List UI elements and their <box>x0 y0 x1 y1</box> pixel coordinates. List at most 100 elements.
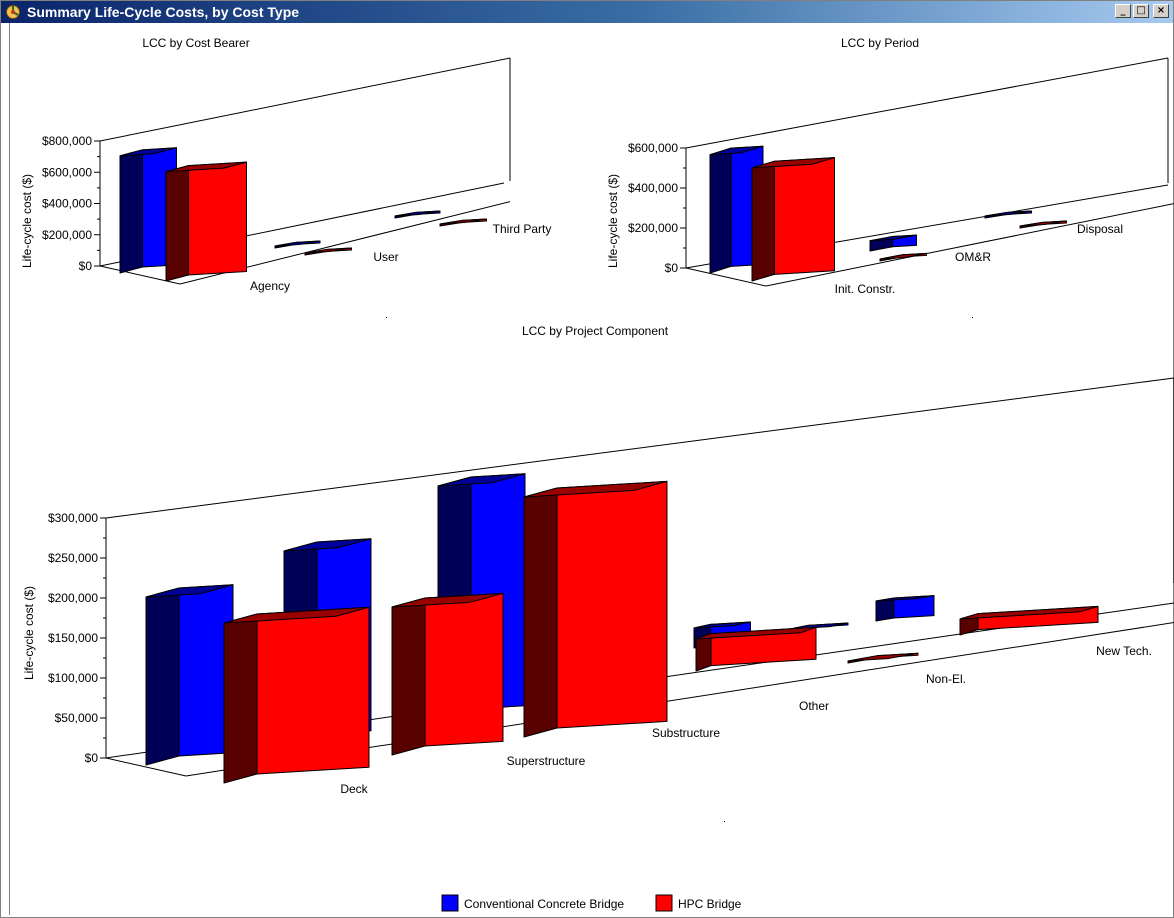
bar-hpc-2 <box>439 218 487 227</box>
bar-side <box>751 160 775 282</box>
legend: Conventional Concrete Bridge HPC Bridge <box>441 894 742 912</box>
maximize-button[interactable]: □ <box>1133 4 1149 18</box>
window-title: Summary Life-Cycle Costs, by Cost Type <box>27 4 300 20</box>
x-tick-label: Third Party <box>493 222 552 236</box>
x-tick-label: Disposal <box>1077 222 1123 236</box>
x-tick-label: Substructure <box>652 726 720 740</box>
x-tick-label: User <box>373 250 398 264</box>
bar-top <box>523 480 668 498</box>
bar-side <box>709 147 732 274</box>
bar-top <box>959 605 1099 620</box>
x-tick-label: OM&R <box>955 250 991 264</box>
bar-hpc-1 <box>304 247 352 256</box>
bar-top <box>439 218 487 225</box>
x-tick-label: Superstructure <box>507 754 586 768</box>
y-tick-label: $400,000 <box>42 197 92 211</box>
bar-top <box>165 161 247 173</box>
y-tick-label: $200,000 <box>48 591 98 605</box>
bar-side <box>145 587 180 766</box>
bar-top <box>751 157 835 169</box>
floor-front-edge <box>105 757 187 777</box>
legend-swatch <box>655 894 673 912</box>
window-controls: _ □ × <box>1113 4 1169 18</box>
bar-top <box>274 240 321 247</box>
bar-top <box>869 234 917 242</box>
y-tick-label: $200,000 <box>628 221 678 235</box>
bar-hpc-1 <box>391 592 504 756</box>
bar-top <box>693 621 751 629</box>
chart-2 <box>680 57 1174 287</box>
bar-front <box>556 480 668 729</box>
bar-conventional-1 <box>274 240 321 249</box>
chart-area: LCC by Cost Bearer Life-cycle cost ($) $0 $… <box>9 23 1174 915</box>
x-tick-label: Deck <box>340 782 368 796</box>
bar-hpc-1 <box>879 252 927 262</box>
chart-title: LCC by Project Component <box>522 324 669 338</box>
bar-top <box>145 584 234 598</box>
wall-top-edge <box>685 57 1169 149</box>
y-tick-label: $600,000 <box>628 141 678 155</box>
y-tick-label: $0 <box>665 261 679 275</box>
bar-front <box>256 606 370 775</box>
bar-front <box>424 592 504 747</box>
chart-1 <box>94 57 511 285</box>
y-axis-label: Life-cycle cost ($) <box>606 174 620 268</box>
bar-front <box>774 157 835 275</box>
bar-top <box>394 210 441 217</box>
bar-side <box>119 149 143 274</box>
marker-dot <box>724 821 725 822</box>
y-tick-label: $150,000 <box>48 631 98 645</box>
y-axis-label: Life-cycle cost ($) <box>20 174 34 268</box>
title-bar[interactable]: Summary Life-Cycle Costs, by Cost Type _… <box>1 1 1173 23</box>
y-tick-label: $200,000 <box>42 228 92 242</box>
x-tick-label: Agency <box>250 279 290 293</box>
bar-top <box>283 538 372 552</box>
wall-top-edge <box>105 377 1174 519</box>
floor-front-long <box>765 203 1174 287</box>
y-tick-label: $250,000 <box>48 551 98 565</box>
y-tick-label: $400,000 <box>628 181 678 195</box>
y-tick-label: $0 <box>85 751 99 765</box>
x-tick-label: Other <box>799 699 829 713</box>
legend-label: HPC Bridge <box>678 897 742 911</box>
legend-swatch <box>441 894 459 912</box>
bar-top <box>391 592 504 608</box>
bar-top <box>847 652 919 662</box>
bar-top <box>984 210 1032 217</box>
marker-dot <box>972 317 973 318</box>
y-axis-label: Life-cycle cost ($) <box>22 586 36 680</box>
y-tick-label: $300,000 <box>48 511 98 525</box>
bar-conventional-5 <box>875 595 935 622</box>
bar-top <box>709 145 764 156</box>
y-tick-label: $800,000 <box>42 134 92 148</box>
y-tick-label: $0 <box>79 259 93 273</box>
y-tick-label: $50,000 <box>55 711 99 725</box>
bar-top <box>879 252 927 260</box>
bar-conventional-1 <box>869 234 917 252</box>
floor-front-edge <box>685 267 767 287</box>
x-tick-label: Init. Constr. <box>835 282 896 296</box>
app-icon <box>6 5 20 19</box>
bar-top <box>695 626 817 640</box>
bar-hpc-2 <box>523 480 668 738</box>
y-tick-label: $600,000 <box>42 165 92 179</box>
x-tick-label: New Tech. <box>1096 644 1152 658</box>
bar-conventional-2 <box>394 210 441 219</box>
bar-top <box>119 147 177 157</box>
wall-top-edge <box>99 57 511 142</box>
bar-side <box>165 165 189 282</box>
bar-top <box>437 473 526 487</box>
bar-front <box>188 161 247 276</box>
legend-label: Conventional Concrete Bridge <box>464 897 624 911</box>
y-tick-label: $100,000 <box>48 671 98 685</box>
bar-top <box>223 606 370 624</box>
chart-title: LCC by Period <box>841 36 919 50</box>
bar-hpc-0 <box>165 161 247 282</box>
marker-dot <box>386 317 387 318</box>
bar-top <box>875 595 935 602</box>
bar-top <box>1019 220 1067 227</box>
close-button[interactable]: × <box>1153 4 1169 18</box>
charts-canvas: LCC by Cost Bearer Life-cycle cost ($) $0 $… <box>20 36 1174 912</box>
bar-hpc-0 <box>223 606 370 784</box>
minimize-button[interactable]: _ <box>1115 4 1131 18</box>
